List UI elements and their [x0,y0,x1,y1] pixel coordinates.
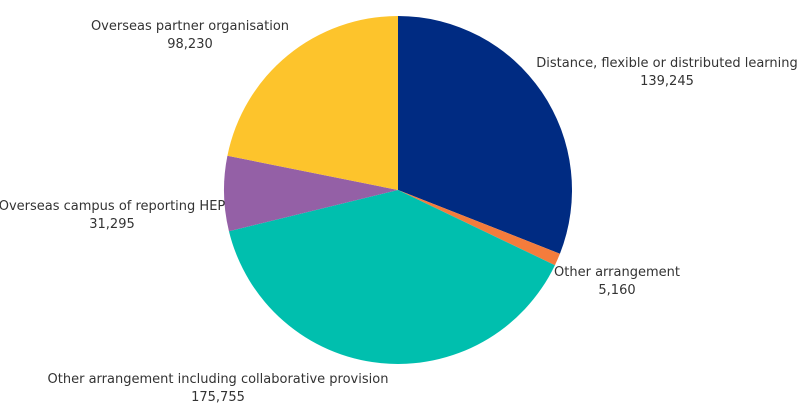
slice-label-partner-value: 98,230 [167,37,213,52]
slice-label-campus-name: Overseas campus of reporting HEP [0,199,225,214]
pie-slices [224,16,572,364]
slice-label-collaborative-value: 175,755 [191,390,245,405]
pie-slice-partner [227,16,398,190]
slice-label-other: Other arrangement 5,160 [554,265,680,298]
slice-label-campus-value: 31,295 [89,217,135,232]
slice-label-collaborative-name: Other arrangement including collaborativ… [48,372,389,387]
slice-label-collaborative: Other arrangement including collaborativ… [48,372,389,405]
pie-slice-collaborative [228,190,555,364]
slice-label-partner-name: Overseas partner organisation [91,19,289,34]
slice-label-other-value: 5,160 [598,283,635,298]
pie-slice-campus [224,155,398,232]
slice-label-other-name: Other arrangement [554,265,680,280]
slice-label-distance: Distance, flexible or distributed learni… [536,56,798,89]
slice-label-campus: Overseas campus of reporting HEP 31,295 [0,199,225,232]
slice-label-partner: Overseas partner organisation 98,230 [91,19,289,52]
slice-label-distance-value: 139,245 [640,74,694,89]
pie-slice-distance [398,16,572,254]
pie-slice-other [398,190,560,266]
slice-label-distance-name: Distance, flexible or distributed learni… [536,56,798,71]
